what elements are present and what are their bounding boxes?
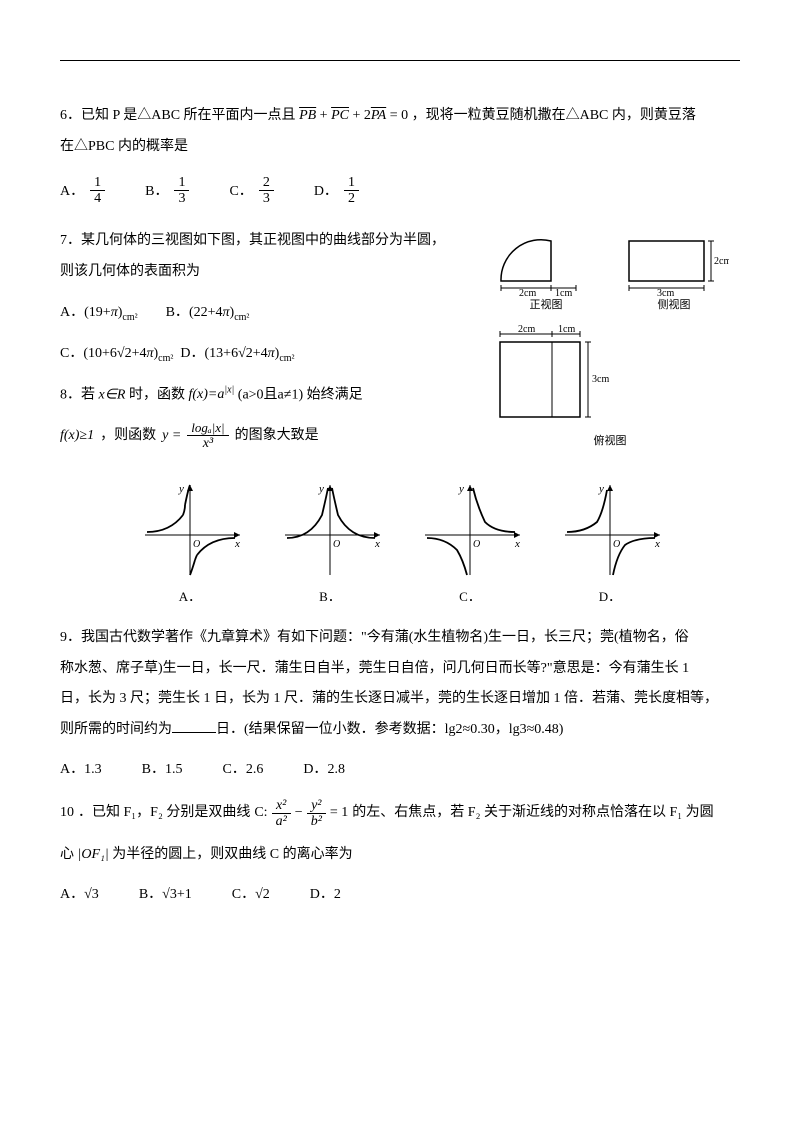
q10-choice-b: B．√3+1 — [139, 883, 192, 903]
q6-text-c: 在△PBC 内的概率是 — [60, 139, 188, 154]
q10-choice-a: A．√3 — [60, 883, 99, 903]
q10-choice-c: C．√2 — [232, 883, 270, 903]
q6-choice-d: D．12 — [314, 175, 359, 207]
q10-line2: 心 |OF₁| 为半径的圆上，则双曲线 C 的离心率为 — [60, 840, 740, 871]
q7-line1: ．某几何体的三视图如下图，其正视图中的曲线部分为半圆， — [67, 233, 445, 248]
dim-1cm: 1cm — [555, 288, 572, 296]
svg-text:y: y — [598, 483, 604, 495]
q9-num: 9 — [60, 630, 67, 645]
q7-line2: 则该几何体的表面积为 — [60, 264, 200, 279]
top-view-svg: 2cm 1cm 3cm — [480, 322, 620, 432]
q8-num: 8 — [60, 387, 67, 402]
question-9: 9．我国古代数学著作《九章算术》有如下问题："今有蒲(水生植物名)生一日，长三尺… — [60, 623, 740, 746]
front-view-svg: 2cm 1cm — [491, 226, 601, 296]
q8-graph-c: xyO C． — [415, 480, 525, 605]
q6-num: 6 — [60, 108, 67, 123]
svg-text:x: x — [374, 538, 380, 550]
top-rule — [60, 60, 740, 61]
side-view: 2cm 3cm 侧视图 — [619, 226, 729, 312]
q6-vector-eq: PB + PC + 2PA = 0 — [299, 108, 412, 123]
question-8: 8．若 x∈R 时，函数 f(x)=a|x| (a>0且a≠1) 始终满足 — [60, 380, 460, 411]
q7-choices-row2: C．(10+6√2+4π)cm² D．(13+6√2+4π)cm² — [60, 339, 460, 370]
three-views: 2cm 1cm 正视图 2cm 3cm 侧视图 — [480, 226, 740, 461]
svg-text:O: O — [613, 539, 620, 550]
q10-num: 10 — [60, 798, 74, 829]
svg-text:x: x — [654, 538, 660, 550]
q6-choice-b: B．13 — [145, 175, 189, 207]
q10-choices: A．√3 B．√3+1 C．√2 D．2 — [60, 883, 740, 903]
front-view: 2cm 1cm 正视图 — [491, 226, 601, 312]
q8-graphs: xyO A． xyO B． xyO — [120, 480, 680, 605]
q9-choice-b: B．1.5 — [142, 758, 183, 778]
dim-2cm: 2cm — [519, 288, 536, 296]
question-7: 7．某几何体的三视图如下图，其正视图中的曲线部分为半圆， 则该几何体的表面积为 — [60, 226, 460, 288]
top-view: 2cm 1cm 3cm 俯视图 — [480, 322, 740, 448]
svg-text:O: O — [473, 539, 480, 550]
q10-OF1: |OF₁| — [78, 847, 109, 862]
q6-text-b: ，现将一粒黄豆随机撒在△ABC 内，则黄豆落 — [412, 108, 696, 123]
q7-row: 7．某几何体的三视图如下图，其正视图中的曲线部分为半圆， 则该几何体的表面积为 … — [60, 226, 740, 461]
q7-num: 7 — [60, 233, 67, 248]
q9-blank — [172, 718, 216, 733]
q8-graph-b: xyO B． — [275, 480, 385, 605]
q7-choice-d: D．(13+6√2+4π)cm² — [180, 346, 294, 361]
q7-choices-row1: A．(19+π)cm² B．(22+4π)cm² — [60, 298, 460, 329]
svg-text:O: O — [193, 539, 200, 550]
svg-text:1cm: 1cm — [558, 324, 575, 335]
q6-text-a: ．已知 P 是△ABC 所在平面内一点且 — [67, 108, 296, 123]
svg-text:y: y — [178, 483, 184, 495]
q9-choice-c: C．2.6 — [222, 758, 263, 778]
svg-text:2cm: 2cm — [518, 324, 535, 335]
page: 6．已知 P 是△ABC 所在平面内一点且 PB + PC + 2PA = 0 … — [0, 0, 800, 963]
q8-graph-a: xyO A． — [135, 480, 245, 605]
question-6: 6．已知 P 是△ABC 所在平面内一点且 PB + PC + 2PA = 0 … — [60, 101, 740, 163]
q8-graph-d: xyO D． — [555, 480, 665, 605]
q9-choice-d: D．2.8 — [303, 758, 345, 778]
q7-choice-a: A．(19+π)cm² — [60, 305, 138, 320]
q10-choice-d: D．2 — [310, 883, 341, 903]
q7-choice-c: C．(10+6√2+4π)cm² — [60, 346, 173, 361]
svg-text:O: O — [333, 539, 340, 550]
q7-choice-b: B．(22+4π)cm² — [166, 305, 250, 320]
question-10: 10．已知 F₁，F₂ 分别是双曲线 C: x²a² − y²b² = 1 的左… — [60, 798, 740, 830]
side-view-svg: 2cm 3cm — [619, 226, 729, 296]
dim-w3: 3cm — [657, 288, 674, 296]
q7-q8-textcol: 7．某几何体的三视图如下图，其正视图中的曲线部分为半圆， 则该几何体的表面积为 … — [60, 226, 460, 461]
svg-text:3cm: 3cm — [592, 374, 609, 385]
q6-choice-a: A．14 — [60, 175, 105, 207]
svg-text:x: x — [234, 538, 240, 550]
q6-choice-c: C．23 — [229, 175, 273, 207]
dim-h2: 2cm — [714, 256, 729, 267]
q9-choices: A．1.3 B．1.5 C．2.6 D．2.8 — [60, 758, 740, 778]
q9-choice-a: A．1.3 — [60, 758, 102, 778]
svg-text:y: y — [458, 483, 464, 495]
q8-line2: f(x)≥1，则函数 y = logₐ|x|x³ 的图象大致是 — [60, 421, 460, 452]
svg-text:x: x — [514, 538, 520, 550]
q6-choices: A．14 B．13 C．23 D．12 — [60, 175, 740, 207]
q8-fx: f(x)=a|x| — [188, 387, 234, 402]
svg-text:y: y — [318, 483, 324, 495]
